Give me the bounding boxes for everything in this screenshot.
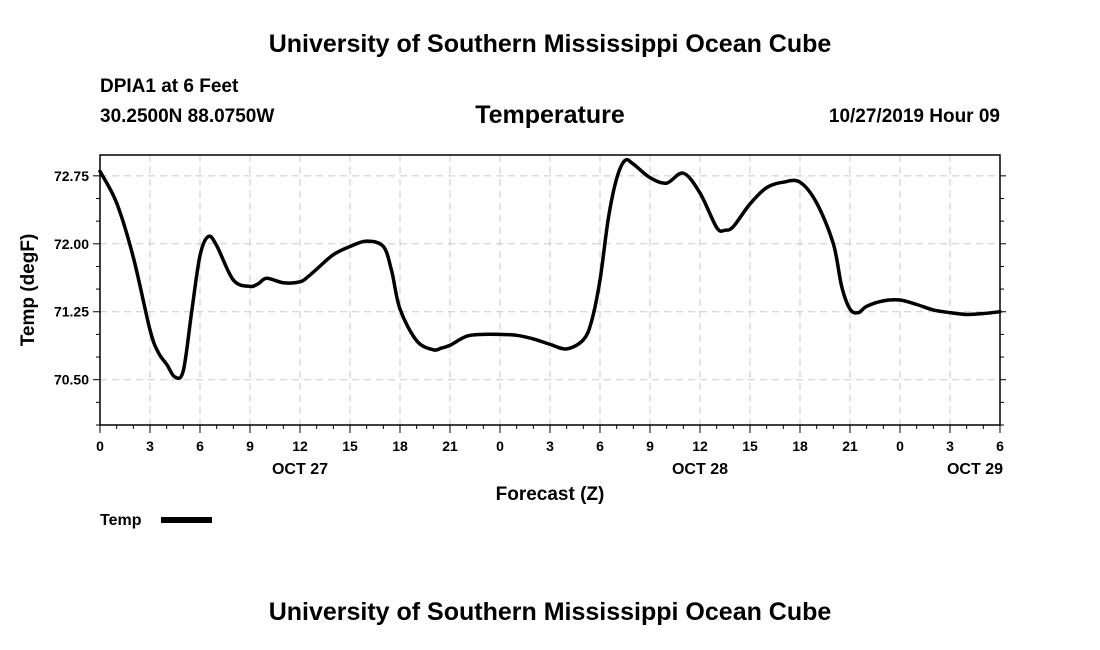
x-axis-label: Forecast (Z) xyxy=(496,484,605,505)
x-tick-label: 3 xyxy=(146,438,154,454)
x-tick-label: 6 xyxy=(596,438,604,454)
y-tick-label: 71.25 xyxy=(54,304,89,320)
x-tick-label: 18 xyxy=(792,438,808,454)
x-date-label: OCT 29 xyxy=(947,461,1003,478)
x-tick-label: 21 xyxy=(842,438,858,454)
grid-lines xyxy=(100,155,1000,425)
x-tick-label: 6 xyxy=(996,438,1004,454)
x-tick-label: 18 xyxy=(392,438,408,454)
x-tick-label: 12 xyxy=(692,438,708,454)
chart-title: Temperature xyxy=(475,101,625,129)
y-tick-label: 70.50 xyxy=(54,372,89,388)
x-tick-label: 15 xyxy=(742,438,758,454)
footer-title: University of Southern Mississippi Ocean… xyxy=(268,598,832,626)
temp-series-line xyxy=(98,157,1002,381)
axis-ticks xyxy=(93,175,1006,433)
x-tick-label: 3 xyxy=(546,438,554,454)
x-tick-label: 9 xyxy=(246,438,254,454)
y-axis-label: Temp (degF) xyxy=(18,234,39,347)
legend-label: Temp xyxy=(100,512,142,529)
station-coordinates: 30.2500N 88.0750W xyxy=(100,106,275,127)
x-date-label: OCT 27 xyxy=(272,461,328,478)
x-tick-label: 0 xyxy=(896,438,904,454)
y-tick-label: 72.75 xyxy=(54,168,89,184)
x-tick-label: 0 xyxy=(96,438,104,454)
x-tick-label: 21 xyxy=(442,438,458,454)
x-tick-label: 9 xyxy=(646,438,654,454)
x-date-label: OCT 28 xyxy=(672,461,728,478)
station-name: DPIA1 at 6 Feet xyxy=(100,76,239,97)
x-tick-label: 15 xyxy=(342,438,358,454)
axis-labels: 0 3 6 9 12 15 18 21 0 3 6 9 12 15 18 21 0 3 6 OCT 27 OCT 28 O… xyxy=(54,168,1004,478)
forecast-run-time: 10/27/2019 Hour 09 xyxy=(828,106,1000,127)
x-tick-label: 6 xyxy=(196,438,204,454)
x-tick-label: 12 xyxy=(292,438,308,454)
x-tick-label: 3 xyxy=(946,438,954,454)
x-tick-label: 0 xyxy=(496,438,504,454)
y-tick-label: 72.00 xyxy=(54,236,89,252)
header-title: University of Southern Mississippi Ocean… xyxy=(268,30,832,58)
